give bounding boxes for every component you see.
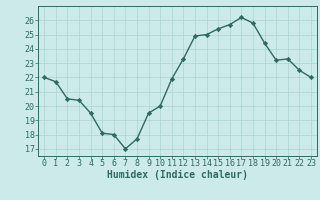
X-axis label: Humidex (Indice chaleur): Humidex (Indice chaleur) bbox=[107, 170, 248, 180]
